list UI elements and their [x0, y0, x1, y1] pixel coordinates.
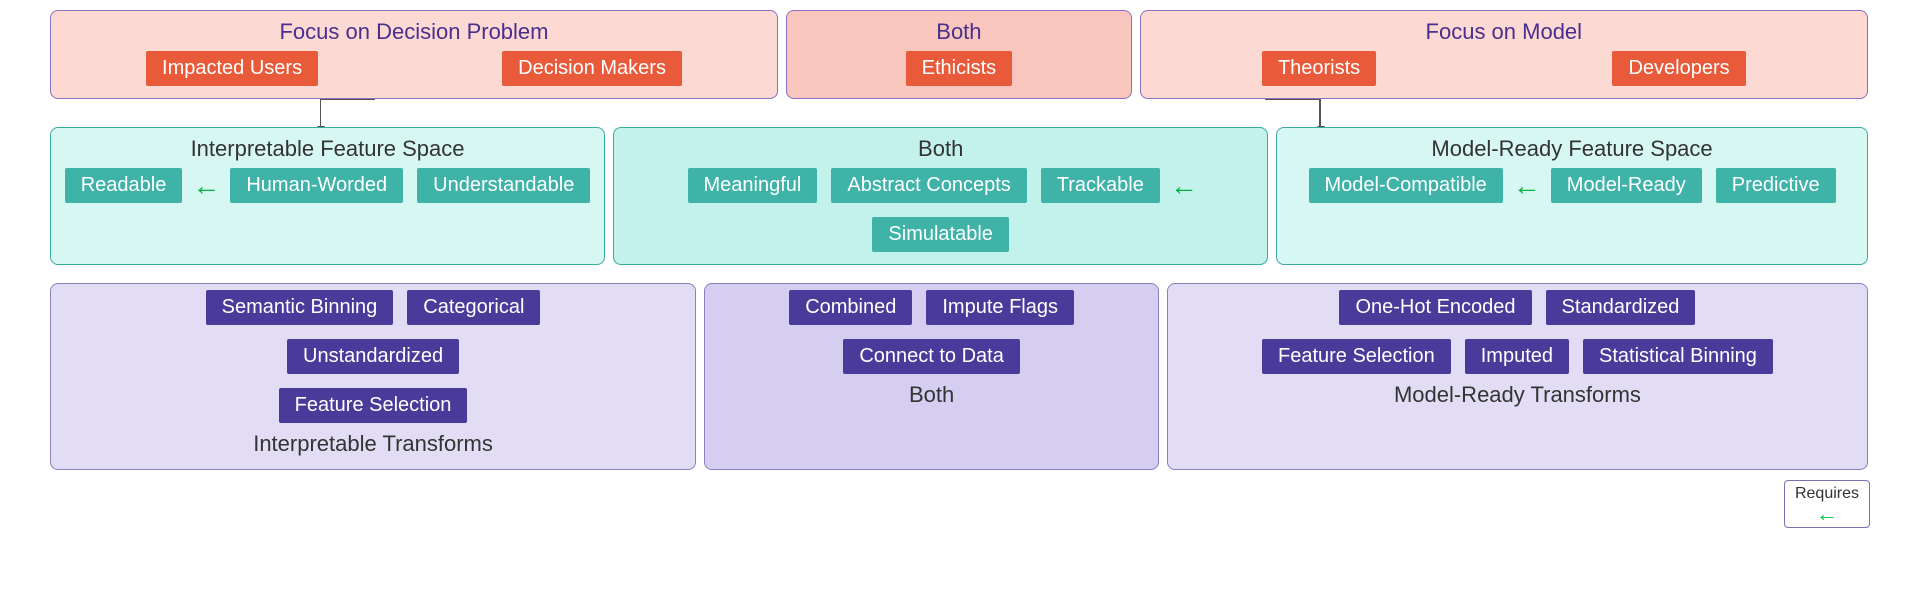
chip: Semantic Binning [206, 290, 394, 325]
panel-interpretable-space: Interpretable Feature Space Readable ← Hum… [50, 127, 605, 265]
chip-group: Semantic Binning Categorical Unstandardize… [193, 290, 553, 423]
chip: Standardized [1546, 290, 1696, 325]
panel-focus-both: Both Ethicists [786, 10, 1132, 99]
panel-model-ready-space: Model-Ready Feature Space Model-Compatib… [1276, 127, 1868, 265]
chip: Statistical Binning [1583, 339, 1773, 374]
chip: Model-Ready [1551, 168, 1702, 203]
chip: One-Hot Encoded [1339, 290, 1531, 325]
panel-focus-model: Focus on Model Theorists Developers [1140, 10, 1868, 99]
chip-group: Readable ← Human-Worded Understandable [61, 168, 594, 203]
chip-group: Combined Impute Flags Connect to Data [782, 290, 1082, 374]
requires-arrow-icon: ← [1170, 172, 1198, 200]
legend: Requires ← [50, 480, 1870, 528]
chip-group: Theorists Developers [1151, 51, 1857, 86]
panel-interpretable-transforms: Semantic Binning Categorical Unstandardize… [50, 283, 696, 470]
row-transforms: Semantic Binning Categorical Unstandardize… [50, 283, 1870, 470]
chip: Trackable [1041, 168, 1160, 203]
chip-group: Ethicists [797, 51, 1121, 86]
chip: Decision Makers [502, 51, 682, 86]
requires-arrow-icon: ← [1513, 172, 1541, 200]
row-feature-space: Interpretable Feature Space Readable ← Hum… [50, 127, 1870, 265]
connectors-top [50, 99, 1870, 127]
chip: Meaningful [688, 168, 818, 203]
chip: Model-Compatible [1309, 168, 1503, 203]
chip: Abstract Concepts [831, 168, 1026, 203]
chip-group: Meaningful Abstract Concepts Trackable ← Sim… [624, 168, 1257, 252]
legend-box: Requires ← [1784, 480, 1870, 528]
chip: Simulatable [872, 217, 1009, 252]
chip: Connect to Data [843, 339, 1020, 374]
panel-feature-both: Both Meaningful Abstract Concepts Trackabl… [613, 127, 1268, 265]
chip-group: Impacted Users Decision Makers [61, 51, 767, 86]
chip: Unstandardized [287, 339, 459, 374]
chip: Predictive [1716, 168, 1836, 203]
chip-group: Model-Compatible ← Model-Ready Predictive [1287, 168, 1857, 203]
panel-transforms-both: Combined Impute Flags Connect to Data Both [704, 283, 1159, 470]
chip: Developers [1612, 51, 1745, 86]
chip: Imputed [1465, 339, 1569, 374]
requires-arrow-icon: ← [192, 172, 220, 200]
panel-focus-decision: Focus on Decision Problem Impacted Users… [50, 10, 778, 99]
chip: Impacted Users [146, 51, 318, 86]
panel-title: Model-Ready Feature Space [1431, 136, 1712, 162]
panel-title: Focus on Model [1426, 19, 1583, 45]
panel-model-ready-transforms: One-Hot Encoded Standardized Feature Selec… [1167, 283, 1868, 470]
chip: Understandable [417, 168, 590, 203]
panel-title: Focus on Decision Problem [279, 19, 548, 45]
chip: Theorists [1262, 51, 1376, 86]
chip: Ethicists [906, 51, 1012, 86]
panel-title: Both [936, 19, 981, 45]
panel-footer: Model-Ready Transforms [1394, 382, 1641, 408]
panel-footer: Interpretable Transforms [253, 431, 493, 457]
chip: Categorical [407, 290, 540, 325]
chip: Feature Selection [279, 388, 468, 423]
chip: Human-Worded [230, 168, 403, 203]
chip: Combined [789, 290, 912, 325]
panel-title: Both [918, 136, 963, 162]
chip-group: One-Hot Encoded Standardized Feature Selec… [1257, 290, 1777, 374]
chip: Feature Selection [1262, 339, 1451, 374]
panel-title: Interpretable Feature Space [191, 136, 465, 162]
panel-footer: Both [909, 382, 954, 408]
chip: Impute Flags [926, 290, 1074, 325]
row-focus: Focus on Decision Problem Impacted Users… [50, 10, 1870, 99]
spacer [50, 265, 1870, 283]
chip: Readable [65, 168, 183, 203]
requires-arrow-icon: ← [1795, 503, 1859, 525]
